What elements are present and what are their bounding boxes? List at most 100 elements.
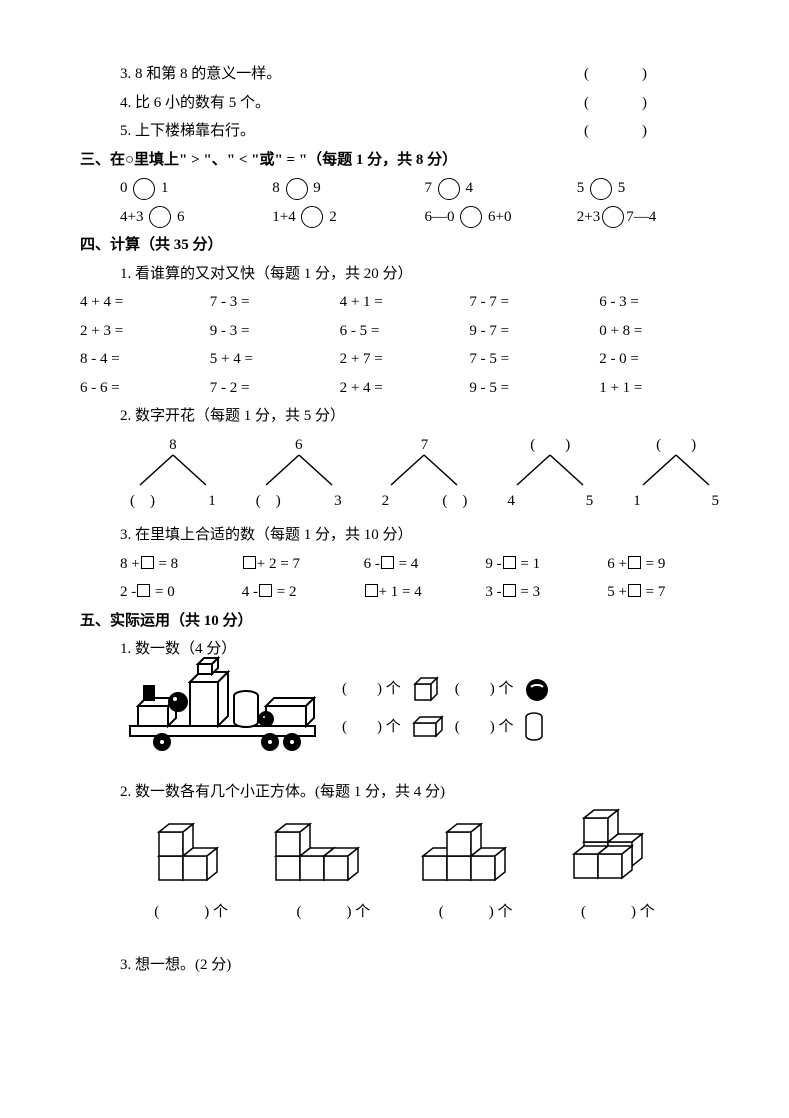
fill-cell[interactable]: + 2 = 7: [242, 550, 364, 579]
cylinder-icon: [524, 712, 544, 742]
calc-cell[interactable]: 7 - 5 =: [469, 345, 599, 374]
cmp-blank-icon[interactable]: [149, 206, 171, 228]
fill-cell[interactable]: 2 - = 0: [120, 578, 242, 607]
cube-label-1[interactable]: ( ) 个: [136, 898, 246, 927]
fill-box-icon[interactable]: [628, 556, 641, 569]
calc-cell[interactable]: 9 - 5 =: [469, 374, 599, 403]
bond-lines-icon: [505, 453, 595, 487]
bond-lines-icon: [379, 453, 469, 487]
calc-cell[interactable]: 2 - 0 =: [599, 345, 729, 374]
bond-left[interactable]: 4: [507, 487, 515, 516]
calc-cell[interactable]: 4 + 4 =: [80, 288, 210, 317]
fill-box-icon[interactable]: [381, 556, 394, 569]
bond-right[interactable]: 1: [208, 487, 216, 516]
cmp-4-b: 5: [618, 180, 626, 196]
fill-cell[interactable]: 6 - = 4: [364, 550, 486, 579]
cmp-1-a: 0: [120, 180, 128, 196]
fill-box-icon[interactable]: [365, 584, 378, 597]
tf-q5-blank[interactable]: ( ): [584, 117, 649, 146]
cube-label-2[interactable]: ( ) 个: [278, 898, 388, 927]
calc-cell[interactable]: 2 + 4 =: [340, 374, 470, 403]
cube-label-3[interactable]: ( ) 个: [421, 898, 531, 927]
fill-box-icon[interactable]: [243, 556, 256, 569]
calc-cell[interactable]: 5 + 4 =: [210, 345, 340, 374]
fill-cell[interactable]: + 1 = 4: [364, 578, 486, 607]
bond-left[interactable]: ( ): [256, 487, 281, 516]
cmp-7: 6—0 6+0: [425, 203, 577, 232]
number-bond: ( )45: [497, 431, 603, 516]
count-cylinder-blank[interactable]: ( ) 个: [455, 713, 514, 742]
fill-cell[interactable]: 9 - = 1: [485, 550, 607, 579]
fill-box-icon[interactable]: [259, 584, 272, 597]
cmp-blank-icon[interactable]: [301, 206, 323, 228]
number-bond: ( ) 1 5: [623, 431, 729, 516]
cube-label-4[interactable]: ( ) 个: [563, 898, 673, 927]
fill-cell[interactable]: 3 - = 3: [485, 578, 607, 607]
cmp-blank-icon[interactable]: [602, 206, 624, 228]
bond-right[interactable]: 5: [586, 487, 594, 516]
bond-top: 7: [372, 431, 478, 453]
cmp-5-b: 6: [177, 209, 185, 225]
bond-lines-icon: [128, 453, 218, 487]
calc-cell[interactable]: 2 + 3 =: [80, 317, 210, 346]
bond-right[interactable]: 3: [334, 487, 342, 516]
fill-cell[interactable]: 5 + = 7: [607, 578, 729, 607]
cmp-5: 4+3 6: [120, 203, 272, 232]
sec5-sub3: 3. 想一想。(2 分): [120, 951, 729, 980]
fill-cell[interactable]: 6 + = 9: [607, 550, 729, 579]
calc-cell[interactable]: 6 - 3 =: [599, 288, 729, 317]
fill-box-icon[interactable]: [628, 584, 641, 597]
cube-fig-2: [266, 812, 376, 892]
bond-left[interactable]: 1: [633, 487, 641, 516]
calc-cell[interactable]: 0 + 8 =: [599, 317, 729, 346]
calc-cell[interactable]: 6 - 6 =: [80, 374, 210, 403]
bond-right[interactable]: 5: [711, 487, 719, 516]
cmp-blank-icon[interactable]: [590, 178, 612, 200]
calc-cell[interactable]: 7 - 3 =: [210, 288, 340, 317]
calc-cell[interactable]: 9 - 3 =: [210, 317, 340, 346]
count-cube-blank[interactable]: ( ) 个: [342, 675, 401, 704]
fill-cell[interactable]: 8 + = 8: [120, 550, 242, 579]
fill-cell[interactable]: 4 - = 2: [242, 578, 364, 607]
count-shapes-row: ( ) 个 ( ) 个 ( ) 个 ( ) 个: [120, 664, 729, 754]
tf-q5-text: 5. 上下楼梯靠右行。: [120, 117, 255, 146]
sec4-sub1: 1. 看谁算的又对又快（每题 1 分，共 20 分）: [120, 260, 729, 289]
cube-fig-1: [139, 812, 229, 892]
number-bond: 8 ( ) 1: [120, 431, 226, 516]
fill-row-1: 8 + = 8+ 2 = 76 - = 49 - = 16 + = 9: [120, 550, 729, 579]
calc-cell[interactable]: 8 - 4 =: [80, 345, 210, 374]
cmp-2: 8 9: [272, 174, 424, 203]
cmp-8: 2+37—4: [577, 203, 729, 232]
fill-box-icon[interactable]: [141, 556, 154, 569]
calc-cell[interactable]: 1 + 1 =: [599, 374, 729, 403]
tf-q3-blank[interactable]: ( ): [584, 60, 649, 89]
fill-box-icon[interactable]: [503, 556, 516, 569]
fill-box-icon[interactable]: [137, 584, 150, 597]
count-sphere-blank[interactable]: ( ) 个: [455, 675, 514, 704]
count-cuboid-blank[interactable]: ( ) 个: [342, 713, 401, 742]
cmp-4-a: 5: [577, 180, 585, 196]
tf-q4-blank[interactable]: ( ): [584, 89, 649, 118]
cmp-blank-icon[interactable]: [286, 178, 308, 200]
bond-left[interactable]: ( ): [130, 487, 155, 516]
cmp-blank-icon[interactable]: [460, 206, 482, 228]
bond-left[interactable]: 2: [382, 487, 390, 516]
calc-cell[interactable]: 2 + 7 =: [340, 345, 470, 374]
calc-cell[interactable]: 7 - 7 =: [469, 288, 599, 317]
fill-box-icon[interactable]: [503, 584, 516, 597]
sec5-sub2: 2. 数一数各有几个小正方体。(每题 1 分，共 4 分): [120, 778, 729, 807]
calc-cell[interactable]: 7 - 2 =: [210, 374, 340, 403]
calc-cell[interactable]: 6 - 5 =: [340, 317, 470, 346]
cmp-blank-icon[interactable]: [133, 178, 155, 200]
cmp-2-a: 8: [272, 180, 280, 196]
bond-top: 8: [120, 431, 226, 453]
cuboid-icon: [411, 715, 445, 739]
calc-cell[interactable]: 4 + 1 =: [340, 288, 470, 317]
bond-top: ( ): [623, 431, 729, 453]
cmp-blank-icon[interactable]: [438, 178, 460, 200]
shape-count-grid: ( ) 个 ( ) 个 ( ) 个 ( ) 个: [342, 675, 570, 742]
bond-right[interactable]: ( ): [442, 487, 467, 516]
cmp-4: 5 5: [577, 174, 729, 203]
cmp-6-b: 2: [329, 209, 337, 225]
calc-cell[interactable]: 9 - 7 =: [469, 317, 599, 346]
